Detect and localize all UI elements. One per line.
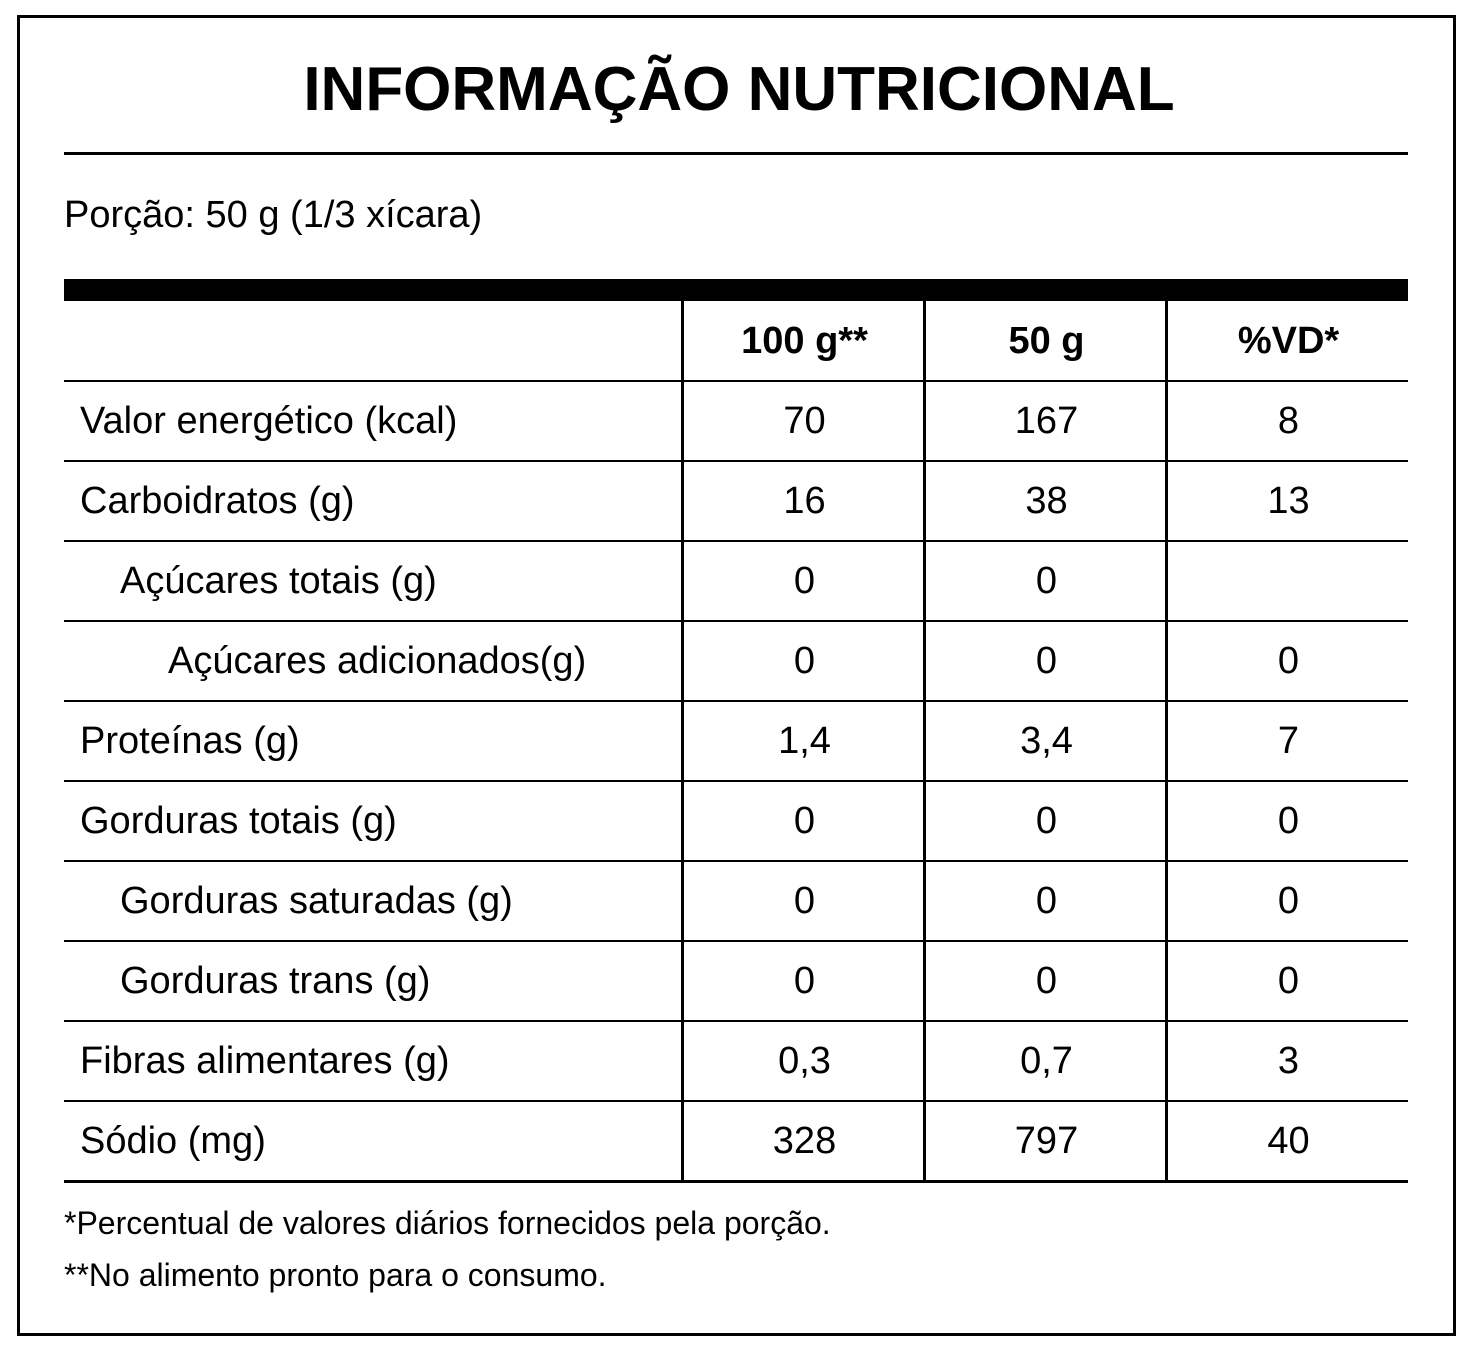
column-header: 50 g <box>1008 320 1085 362</box>
serving: Porção: 50 g (1/3 xícara) <box>64 194 483 236</box>
nutrient-value: 0 <box>1277 640 1300 682</box>
nutrient-value: 0 <box>1277 800 1300 842</box>
nutrient-name: Fibras alimentares (g) <box>80 1040 450 1082</box>
row-rule <box>64 460 1408 462</box>
column-rule <box>923 301 926 1183</box>
nutrient-value: 8 <box>1277 400 1300 442</box>
nutrient-value: 38 <box>1025 480 1068 522</box>
nutrient-value: 7 <box>1277 720 1300 762</box>
nutrient-value: 0 <box>1035 800 1058 842</box>
nutrient-name: Sódio (mg) <box>80 1120 266 1162</box>
column-header: 100 g** <box>741 320 868 362</box>
nutrient-value: 13 <box>1267 480 1310 522</box>
row-rule <box>64 860 1408 862</box>
nutrient-value: 167 <box>1014 400 1079 442</box>
nutrient-value: 0 <box>1277 960 1300 1002</box>
nutrient-value: 0 <box>1035 960 1058 1002</box>
column-rule <box>1165 301 1168 1183</box>
row-rule <box>64 700 1408 702</box>
nutrient-name: Gorduras saturadas (g) <box>120 880 513 922</box>
nutrient-name: Gorduras totais (g) <box>80 800 397 842</box>
title-rule <box>64 152 1408 155</box>
nutrient-name: Açúcares totais (g) <box>120 560 437 602</box>
nutrient-value: 40 <box>1267 1120 1310 1162</box>
nutrient-value: 0 <box>793 960 816 1002</box>
nutrient-value: 0 <box>793 640 816 682</box>
column-rule <box>681 301 684 1183</box>
nutrient-value: 0 <box>1035 640 1058 682</box>
nutrient-value: 0 <box>1035 560 1058 602</box>
nutrient-value: 3,4 <box>1020 720 1073 762</box>
row-rule <box>64 780 1408 782</box>
row-rule <box>64 1020 1408 1022</box>
nutrient-value: 0 <box>793 560 816 602</box>
nutrient-name: Açúcares adicionados(g) <box>168 640 587 682</box>
nutrient-value: 70 <box>783 400 826 442</box>
nutrient-value: 797 <box>1014 1120 1079 1162</box>
footnote: **No alimento pronto para o consumo. <box>64 1257 607 1293</box>
nutrient-value: 1,4 <box>778 720 831 762</box>
column-header: %VD* <box>1237 320 1340 362</box>
footnote: *Percentual de valores diários fornecido… <box>64 1205 831 1241</box>
nutrient-value: 0,7 <box>1020 1040 1073 1082</box>
row-rule <box>64 1100 1408 1102</box>
row-rule <box>64 940 1408 942</box>
nutrient-value: 0,3 <box>778 1040 831 1082</box>
label-frame <box>17 15 1456 1336</box>
nutrient-name: Valor energético (kcal) <box>80 400 458 442</box>
nutrient-value: 328 <box>772 1120 837 1162</box>
thick-bar <box>64 279 1408 301</box>
nutrient-value: 16 <box>783 480 826 522</box>
nutrient-name: Gorduras trans (g) <box>120 960 431 1002</box>
row-rule <box>64 1180 1408 1183</box>
nutrient-value: 0 <box>1035 880 1058 922</box>
row-rule <box>64 380 1408 382</box>
nutrient-name: Proteínas (g) <box>80 720 300 762</box>
title: INFORMAÇÃO NUTRICIONAL <box>303 55 1175 124</box>
nutrient-value: 3 <box>1277 1040 1300 1082</box>
row-rule <box>64 620 1408 622</box>
nutrient-value: 0 <box>793 880 816 922</box>
nutrient-value: 0 <box>1277 880 1300 922</box>
row-rule <box>64 540 1408 542</box>
nutrient-name: Carboidratos (g) <box>80 480 355 522</box>
nutrient-value: 0 <box>793 800 816 842</box>
